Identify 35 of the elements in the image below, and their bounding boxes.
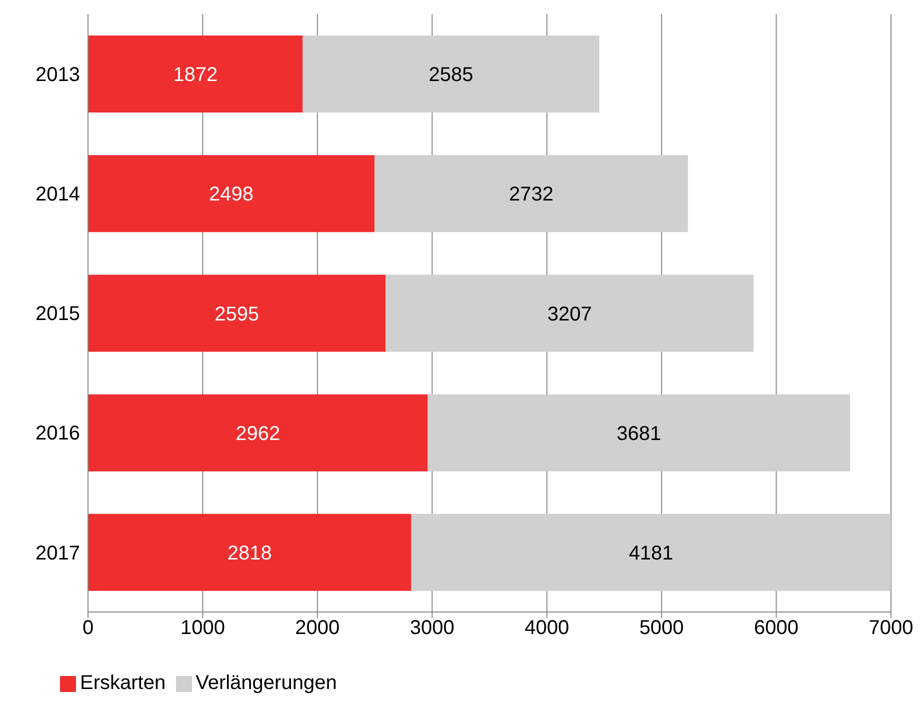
data-label: 3681: [616, 422, 662, 445]
y-tick-label: 2017: [36, 542, 80, 564]
x-tick-label: 2000: [295, 617, 340, 640]
bar: [88, 394, 428, 472]
bar: [88, 514, 412, 591]
x-tick-label: 6000: [754, 617, 799, 640]
y-tick-label: 2015: [36, 303, 80, 326]
x-tick-label: 7000: [868, 617, 914, 640]
x-tick-label: 1000: [180, 617, 225, 640]
bar: [411, 514, 891, 591]
y-tick-label: 2016: [36, 422, 80, 445]
data-label: 1872: [173, 64, 218, 86]
data-label: 4181: [628, 542, 674, 565]
bar: [88, 274, 386, 352]
data-label: 2818: [227, 542, 272, 565]
data-label: 2498: [209, 184, 254, 206]
y-tick-label: 2013: [36, 64, 80, 86]
x-tick-label: 5000: [639, 617, 684, 640]
data-label: 3207: [547, 303, 592, 326]
legend-label: Erskarten: [80, 672, 166, 694]
y-tick-label: 2014: [36, 184, 80, 206]
bar: [374, 155, 688, 232]
x-tick-label: 3000: [410, 617, 454, 640]
bar: [386, 274, 754, 352]
bar: [88, 155, 375, 232]
bar: [428, 394, 850, 472]
bar: [302, 36, 600, 113]
data-label: 2595: [214, 303, 260, 326]
data-label: 2732: [509, 184, 554, 206]
x-tick-label: 0: [82, 617, 94, 640]
data-label: 2585: [428, 64, 474, 86]
x-tick-label: 4000: [524, 617, 570, 640]
data-label: 2962: [236, 422, 280, 445]
bar: [88, 36, 303, 113]
legend-label: Verlängerungen: [196, 672, 337, 694]
